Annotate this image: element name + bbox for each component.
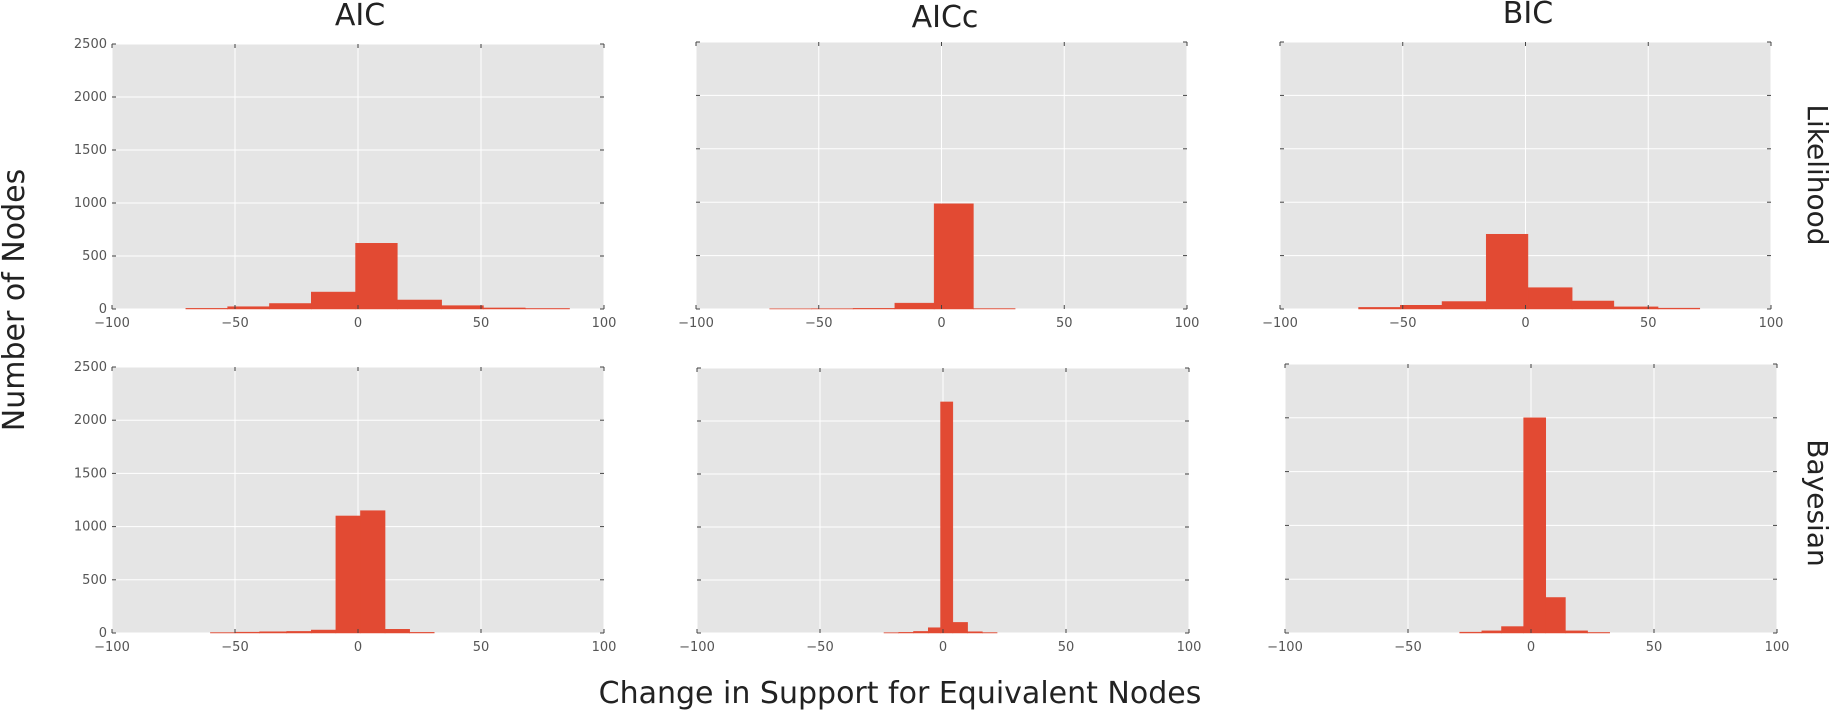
histogram-bar	[234, 631, 260, 634]
y-tick-label: 2000	[74, 90, 107, 105]
histogram-bar	[1527, 287, 1573, 310]
histogram-bar	[1400, 305, 1443, 310]
x-tick-label: 100	[1175, 316, 1200, 331]
histogram-bar	[894, 302, 935, 310]
column-title-aic: AIC	[335, 0, 385, 33]
histogram-bar	[1545, 597, 1566, 634]
x-tick-label: 100	[1765, 640, 1790, 655]
x-tick-label: −100	[1267, 640, 1303, 655]
x-tick-label: 0	[937, 316, 945, 331]
histogram-bar	[384, 629, 410, 634]
histogram-bar	[1565, 630, 1588, 634]
histogram-bar	[1501, 626, 1524, 634]
y-tick-label: 1000	[74, 196, 107, 211]
x-tick-label: 0	[1527, 640, 1535, 655]
histogram-bar	[335, 515, 361, 634]
y-axis-label: Number of Nodes	[0, 169, 32, 431]
histogram-bar	[940, 401, 954, 634]
x-tick-label: −50	[221, 640, 248, 655]
y-tick-label: 2000	[74, 413, 107, 428]
panel-likelihood-bic: −100 −50 0 50 100	[1262, 41, 1784, 331]
y-tick-label: 2500	[74, 37, 107, 52]
x-tick-label: 50	[473, 316, 490, 331]
histogram-bar	[1481, 630, 1502, 634]
histogram-bar	[286, 631, 312, 634]
histogram-bar	[1523, 417, 1547, 634]
histogram-bar	[898, 632, 914, 634]
x-tick-label: −100	[94, 316, 130, 331]
histogram-bar	[185, 308, 228, 310]
x-tick-label: 50	[1640, 316, 1657, 331]
panel-bayesian-bic: −100 −50 0 50 100	[1267, 363, 1790, 655]
y-tick-label: 500	[82, 573, 107, 588]
histogram-bar	[967, 631, 983, 634]
y-tick-label: 1500	[74, 143, 107, 158]
x-tick-label: 0	[1521, 316, 1529, 331]
histogram-bar	[409, 632, 435, 634]
x-axis-label: Change in Support for Equivalent Nodes	[599, 676, 1202, 711]
x-tick-label: −100	[1262, 316, 1298, 331]
histogram-bar	[311, 291, 356, 310]
x-tick-label: −50	[221, 316, 248, 331]
column-title-bic: BIC	[1503, 0, 1553, 31]
histogram-bar	[525, 308, 570, 310]
histogram-bar	[1613, 306, 1659, 310]
y-tick-label: 2500	[74, 360, 107, 375]
y-tick-label: 1000	[74, 520, 107, 535]
y-tick-label: 0	[99, 626, 107, 641]
histogram-bar	[1657, 307, 1701, 310]
panel-likelihood-aicc: −100 −50 0 50 100	[678, 41, 1200, 331]
histogram-bar	[259, 631, 287, 634]
histogram-bar	[1358, 307, 1401, 310]
histogram-bar	[355, 243, 398, 310]
y-tick-label: 0	[99, 302, 107, 317]
histogram-bar	[933, 203, 974, 310]
x-tick-label: 0	[939, 640, 947, 655]
panel-bayesian-aicc: −100 −50 0 50 100	[679, 367, 1202, 655]
x-tick-label: −50	[1389, 316, 1416, 331]
x-tick-label: 100	[1177, 640, 1202, 655]
x-tick-label: 100	[592, 640, 617, 655]
histogram-bar	[1587, 632, 1610, 634]
histogram-bar	[227, 306, 270, 310]
histogram-bar	[483, 307, 526, 310]
x-tick-label: 50	[1056, 316, 1073, 331]
histogram-bar	[441, 305, 484, 310]
histogram-bar	[269, 303, 312, 310]
histogram-bar	[1459, 631, 1483, 634]
x-tick-label: 100	[1759, 316, 1784, 331]
x-tick-label: −50	[1394, 640, 1421, 655]
x-tick-label: −100	[678, 316, 714, 331]
row-label-likelihood: Likelihood	[1801, 104, 1834, 245]
histogram-bar	[1441, 301, 1487, 310]
histogram-bar	[1571, 300, 1615, 310]
histogram-bar	[397, 299, 442, 310]
histogram-bar	[913, 631, 929, 634]
x-tick-label: 50	[1058, 640, 1075, 655]
histogram-bar	[360, 510, 386, 634]
x-tick-label: 50	[473, 640, 490, 655]
histogram-bar	[952, 622, 968, 634]
x-tick-label: −50	[806, 640, 833, 655]
row-label-bayesian: Bayesian	[1801, 439, 1834, 566]
column-title-aicc: AICc	[912, 0, 979, 35]
x-tick-label: 0	[354, 316, 362, 331]
x-tick-label: −50	[805, 316, 832, 331]
y-tick-label: 1500	[74, 466, 107, 481]
x-tick-label: 100	[592, 316, 617, 331]
x-tick-label: −100	[679, 640, 715, 655]
y-tick-label: 500	[82, 249, 107, 264]
x-tick-label: 0	[354, 640, 362, 655]
histogram-bar	[1485, 233, 1529, 310]
histogram-bar	[927, 627, 941, 634]
x-tick-label: 50	[1646, 640, 1663, 655]
histogram-bar	[311, 629, 337, 634]
x-tick-label: −100	[94, 640, 130, 655]
histogram-bar	[852, 308, 896, 310]
